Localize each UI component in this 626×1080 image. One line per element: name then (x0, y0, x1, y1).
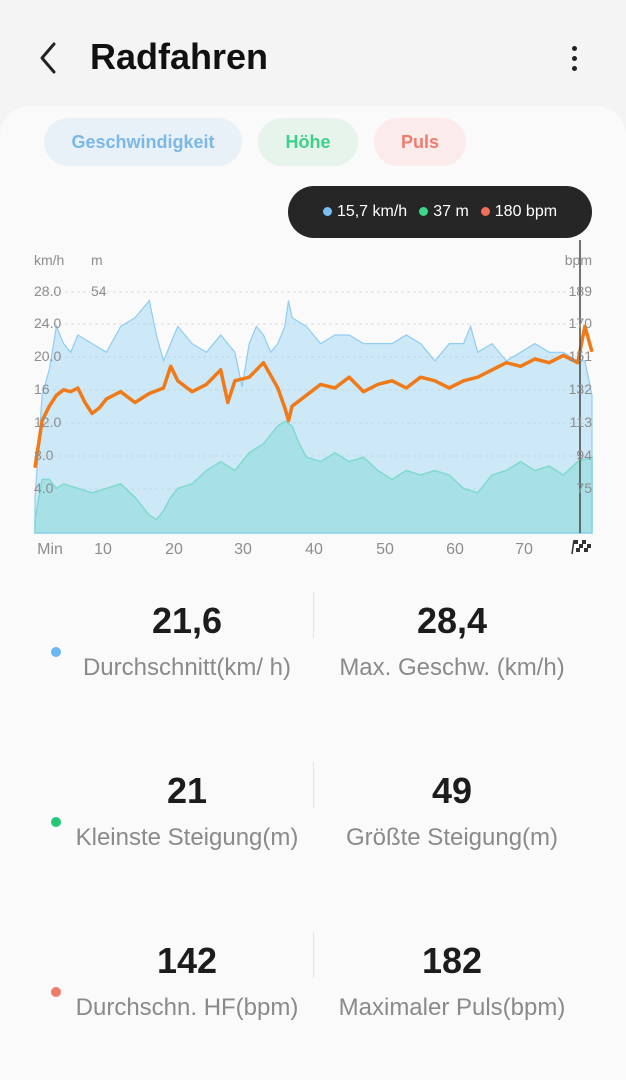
stat-max-hr: 182 Maximaler Puls(bpm) (322, 940, 582, 1024)
heart-rate-tick-label: 75 (576, 480, 592, 496)
speed-tick-label: 4.0 (34, 480, 54, 496)
flag-cell (584, 548, 588, 552)
x-tick-label: 40 (305, 541, 323, 558)
stat-value: 28,4 (416, 600, 488, 641)
back-arrow-icon (40, 42, 56, 74)
heart-rate-tick-label: 170 (569, 315, 593, 331)
chart-tooltip: 15,7 km/h 37 m 180 bpm (288, 186, 592, 238)
app-header: Radfahren (0, 0, 626, 110)
altitude-tick-label: 54 (91, 283, 107, 299)
speed-tick-label: 20.0 (34, 348, 61, 364)
tooltip-hr-item: 180 bpm (480, 203, 558, 221)
more-dot (572, 56, 577, 61)
heart-rate-tick-label: 113 (570, 414, 593, 430)
tab-altitude[interactable]: Höhe (258, 118, 358, 166)
flag-cell (578, 540, 582, 544)
stat-value: 142 (156, 940, 218, 981)
more-vert-icon (572, 46, 577, 51)
flag-cell (582, 540, 586, 544)
flag-cell (580, 548, 584, 552)
stat-label: Maximaler Puls(bpm) (338, 994, 566, 1021)
stat-divider (313, 592, 314, 638)
flag-cell (575, 544, 579, 548)
x-tick-label: 20 (165, 541, 183, 558)
speed-area (34, 299, 593, 534)
activity-chart[interactable]: km/h m bpm 28.0 24.0 20.0 16 12.0 8.0 4.0 54 189 170… (0, 240, 626, 562)
finish-flag-icon (571, 539, 592, 555)
x-tick-label: 10 (94, 541, 112, 558)
altitude-area (34, 420, 593, 534)
speed-dot-icon (322, 207, 332, 217)
heart-rate-tick-label: 189 (569, 283, 593, 299)
stat-max-speed: 28,4 Max. Geschw. (km/h) (322, 600, 582, 684)
heart-rate-tick-label: 132 (569, 381, 593, 397)
stat-label: Max. Geschw. (km/h) (339, 654, 565, 681)
stat-value: 21,6 (151, 600, 223, 641)
x-tick-label: 70 (515, 541, 533, 558)
flag-cell (583, 544, 587, 548)
speed-tick-label: 16 (34, 381, 50, 397)
heart-rate-unit-label: bpm (565, 252, 592, 268)
tooltip-heart-rate: 180 bpm (494, 203, 558, 220)
stat-value: 21 (166, 770, 208, 811)
tooltip-speed-item: 15,7 km/h (322, 203, 408, 221)
altitude-unit-label: m (91, 252, 103, 268)
x-tick-label: 50 (376, 541, 394, 558)
heart-rate-tick-label: 94 (576, 447, 592, 463)
back-button[interactable] (30, 36, 70, 80)
stat-min-elevation: 21 Kleinste Steigung(m) (57, 770, 317, 854)
stat-label: Kleinste Steigung(m) (75, 824, 299, 851)
hr-dot-icon (480, 207, 490, 217)
stat-label: Durchschnitt(km/ h) (82, 654, 292, 681)
flag-cell (588, 548, 592, 552)
stat-avg-speed: 21,6 Durchschnitt(km/ h) (57, 600, 317, 684)
more-dot (572, 66, 577, 71)
chart-labels: km/h m bpm 28.0 24.0 20.0 16 12.0 8.0 4.0 54 189 170… (34, 252, 592, 558)
speed-unit-label: km/h (34, 252, 64, 268)
flag-cell (587, 544, 591, 548)
flag-pole (571, 539, 575, 555)
stat-value: 182 (421, 940, 483, 981)
flag-cell (586, 540, 590, 544)
flag-cell (574, 540, 578, 544)
tab-speed[interactable]: Geschwindigkeit (44, 118, 242, 166)
flag-cell (576, 548, 580, 552)
page-title: Radfahren (90, 36, 269, 77)
stat-avg-hr: 142 Durchschn. HF(bpm) (57, 940, 317, 1024)
stat-divider (313, 762, 314, 808)
speed-tick-label: 24.0 (34, 315, 61, 331)
tooltip-speed: 15,7 km/h (336, 203, 408, 220)
x-tick-label: 30 (234, 541, 252, 558)
stat-label: Größte Steigung(m) (345, 824, 559, 851)
x-tick-label: 60 (446, 541, 464, 558)
more-options-button[interactable] (556, 38, 592, 78)
flag-cell (579, 544, 583, 548)
stat-divider (313, 932, 314, 978)
altitude-legend-dot (51, 817, 61, 827)
x-tick-label: Min (37, 541, 63, 558)
heart-rate-legend-dot (51, 987, 61, 997)
tab-heart-rate[interactable]: Puls (374, 118, 466, 166)
stat-label: Durchschn. HF(bpm) (75, 994, 299, 1021)
tooltip-altitude-item: 37 m (419, 203, 469, 221)
speed-legend-dot (51, 647, 61, 657)
stat-value: 49 (431, 770, 473, 811)
speed-tick-label: 8.0 (34, 447, 54, 463)
heart-rate-tick-label: 151 (569, 348, 593, 364)
stat-max-elevation: 49 Größte Steigung(m) (322, 770, 582, 854)
altitude-dot-icon (419, 207, 429, 217)
heart-rate-line (33, 324, 594, 469)
speed-tick-label: 28.0 (34, 283, 61, 299)
speed-tick-label: 12.0 (34, 414, 61, 430)
tooltip-altitude: 37 m (433, 203, 469, 220)
